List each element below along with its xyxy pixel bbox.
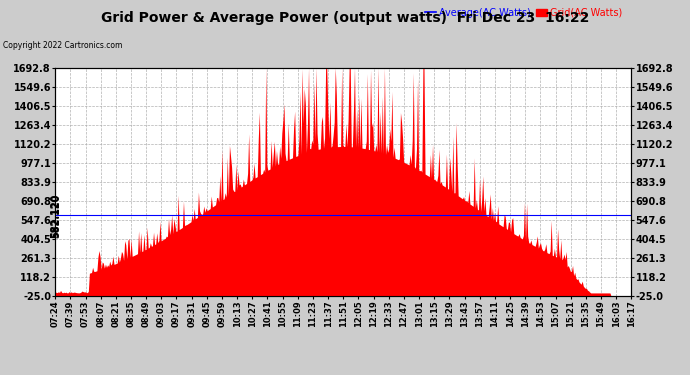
Text: 582.120: 582.120 [51,193,61,238]
Text: 582.120: 582.120 [50,193,60,238]
Legend: Average(AC Watts), Grid(AC Watts): Average(AC Watts), Grid(AC Watts) [421,4,627,21]
Text: Copyright 2022 Cartronics.com: Copyright 2022 Cartronics.com [3,41,123,50]
Text: Grid Power & Average Power (output watts)  Fri Dec 23  16:22: Grid Power & Average Power (output watts… [101,11,589,25]
